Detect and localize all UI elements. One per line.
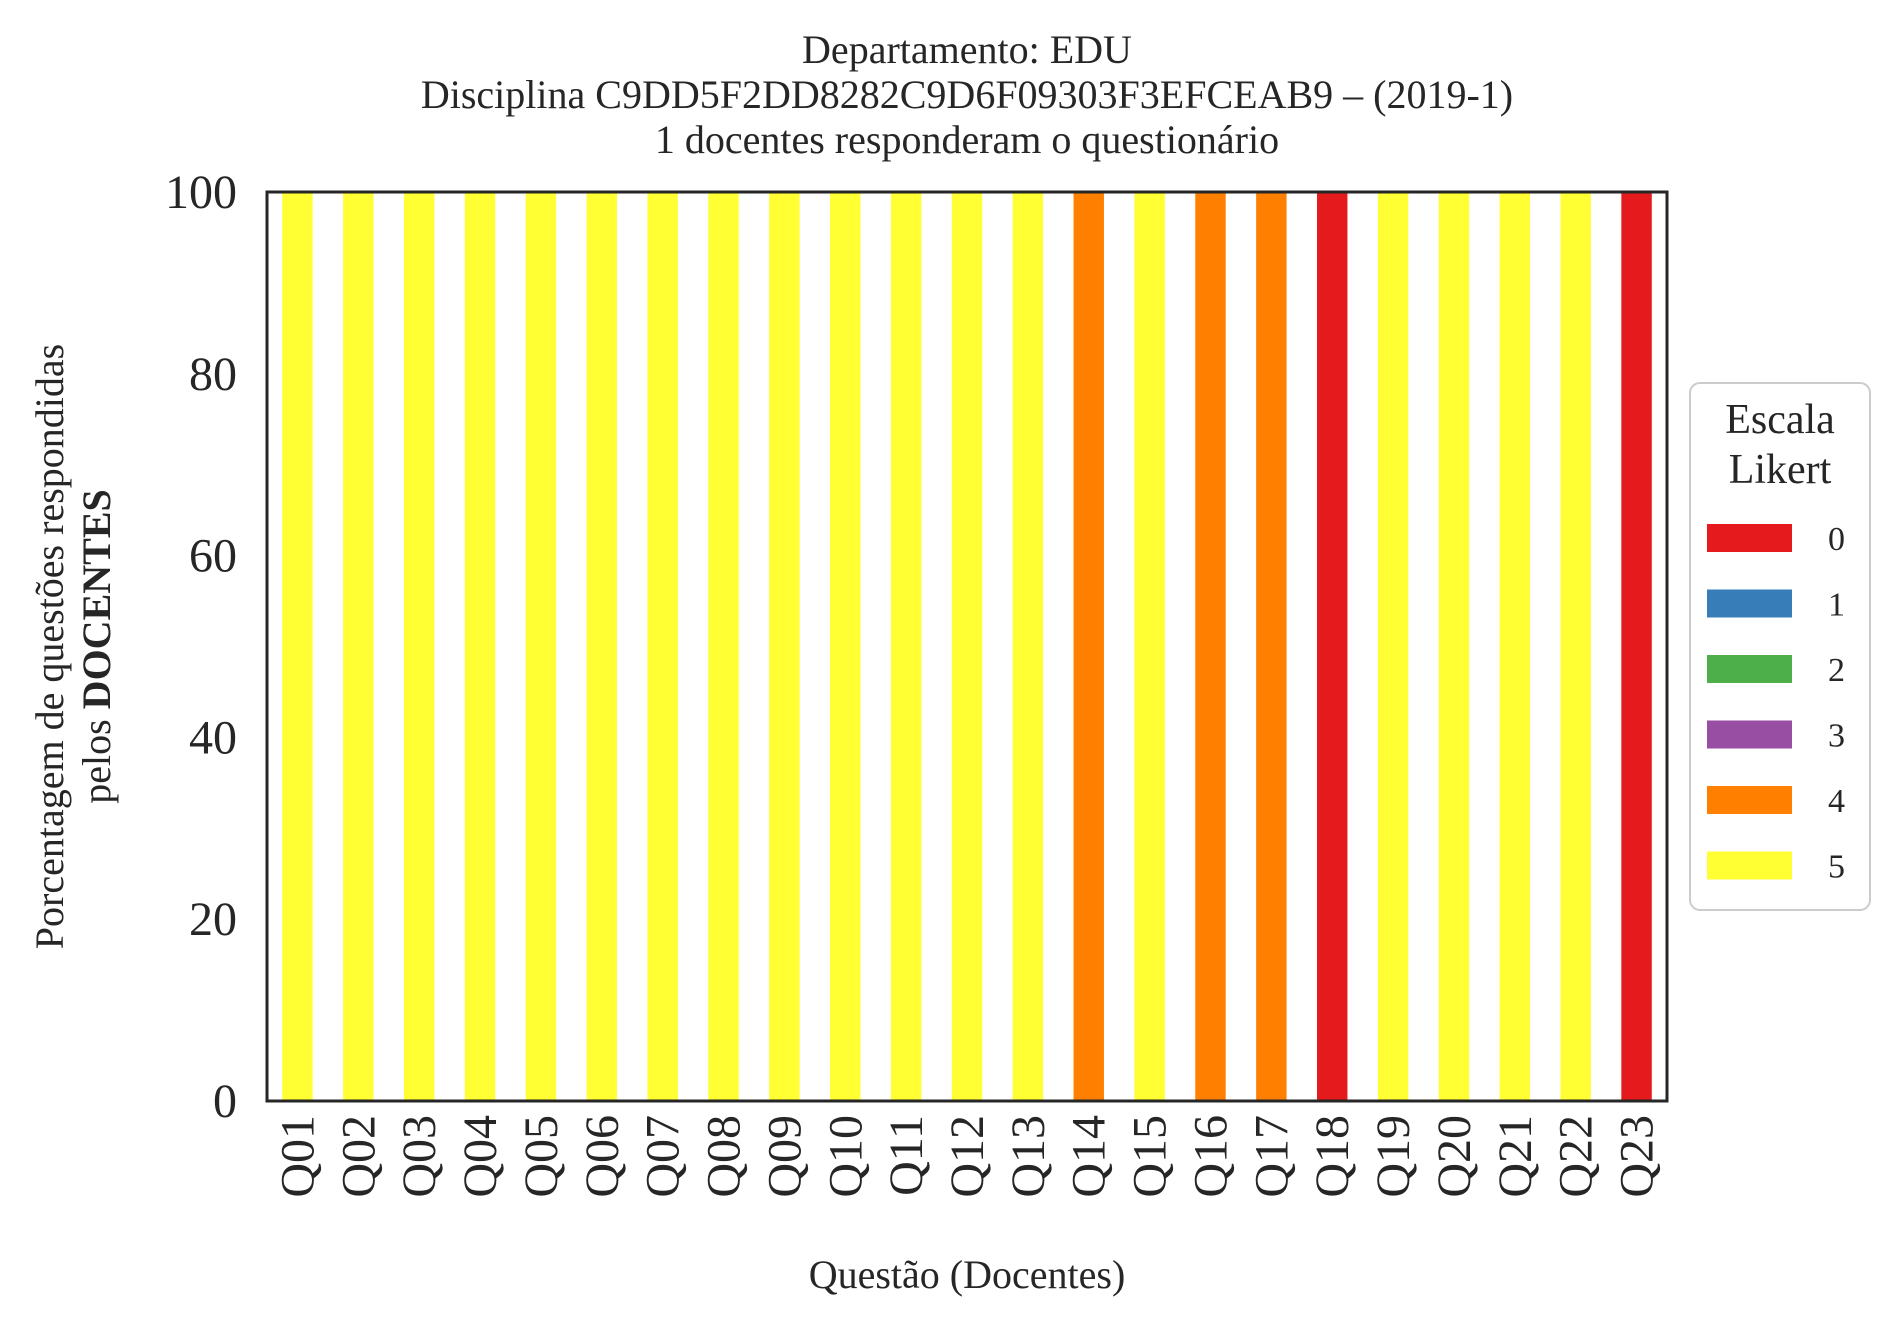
legend-swatch-1 xyxy=(1707,589,1792,618)
legend-label-1: 1 xyxy=(1828,587,1845,624)
y-tick-label: 80 xyxy=(189,348,237,401)
y-axis-label-prefix: pelos xyxy=(74,709,119,803)
bar-q13-scale-5 xyxy=(1012,192,1044,1101)
bar-q20-scale-5 xyxy=(1438,192,1470,1101)
y-tick-label: 60 xyxy=(189,530,237,583)
x-tick-label: Q05 xyxy=(515,1115,568,1198)
legend-swatch-2 xyxy=(1707,655,1792,683)
x-tick-label: Q23 xyxy=(1611,1115,1664,1198)
legend-title-line: Likert xyxy=(1729,447,1832,493)
legend-frame xyxy=(1689,382,1871,911)
x-tick-label: Q18 xyxy=(1306,1115,1359,1198)
legend-swatch-0 xyxy=(1707,524,1792,552)
x-tick-label: Q13 xyxy=(1002,1115,1055,1198)
bar-q23-scale-0 xyxy=(1621,192,1652,1101)
bar-q04-scale-5 xyxy=(464,192,496,1101)
x-tick-label: Q02 xyxy=(332,1115,385,1198)
bar-q03-scale-5 xyxy=(403,192,435,1101)
chart-title-line: Disciplina C9DD5F2DD8282C9D6F09303F3EFCE… xyxy=(421,72,1513,117)
x-axis-label: Questão (Docentes) xyxy=(809,1252,1126,1297)
bar-q22-scale-5 xyxy=(1560,192,1591,1101)
x-tick-label: Q16 xyxy=(1184,1115,1237,1198)
x-tick-label: Q10 xyxy=(819,1115,872,1198)
plot-frame xyxy=(265,190,1669,1103)
x-tick-label: Q15 xyxy=(1124,1115,1177,1198)
x-tick-label: Q01 xyxy=(271,1115,324,1198)
legend-swatch-5 xyxy=(1707,851,1792,880)
y-axis-ticks: 0 20 40 60 80 100 xyxy=(165,166,237,1128)
bar-q19-scale-5 xyxy=(1377,192,1409,1101)
legend-label-3: 3 xyxy=(1828,718,1845,755)
legend-title-line: Escala xyxy=(1725,397,1835,443)
y-axis-label-bold: DOCENTES xyxy=(74,489,119,709)
bar-q05-scale-5 xyxy=(525,192,557,1101)
x-axis-ticks: Q01 Q02 Q03 Q04 Q05 Q06 Q07 Q08 Q09 Q10 Q11 Q12 Q13 Q… xyxy=(271,1115,1663,1198)
x-tick-label: Q20 xyxy=(1428,1115,1481,1198)
bar-q06-scale-5 xyxy=(586,192,617,1101)
bar-q10-scale-5 xyxy=(830,192,861,1101)
legend-label-2: 2 xyxy=(1828,652,1845,689)
x-tick-label: Q04 xyxy=(454,1115,507,1198)
bar-q21-scale-5 xyxy=(1499,192,1531,1101)
x-tick-label: Q03 xyxy=(393,1115,446,1198)
x-tick-label: Q14 xyxy=(1063,1115,1116,1198)
bar-q12-scale-5 xyxy=(951,192,983,1101)
x-tick-label: Q08 xyxy=(698,1115,751,1198)
bar-q18-scale-0 xyxy=(1317,192,1348,1101)
x-tick-label: Q17 xyxy=(1245,1115,1298,1198)
y-tick-label: 40 xyxy=(189,711,237,764)
bar-q15-scale-5 xyxy=(1134,192,1165,1101)
bar-q17-scale-4 xyxy=(1256,192,1287,1101)
x-tick-label: Q12 xyxy=(941,1115,994,1198)
x-tick-label: Q21 xyxy=(1489,1115,1542,1198)
bar-q16-scale-4 xyxy=(1195,192,1226,1101)
chart-title-line: 1 docentes responderam o questionário xyxy=(655,117,1279,162)
y-tick-label: 100 xyxy=(165,166,237,219)
bar-q01-scale-5 xyxy=(282,192,313,1101)
legend-label-4: 4 xyxy=(1828,783,1845,820)
y-axis-label: Porcentagem de questões respondidas pelo… xyxy=(27,344,119,949)
bar-q02-scale-5 xyxy=(343,192,374,1101)
legend-swatch-3 xyxy=(1707,720,1792,749)
bar-q08-scale-5 xyxy=(708,192,739,1101)
y-tick-label: 0 xyxy=(213,1075,237,1128)
y-axis-label-line2: pelos DOCENTES xyxy=(74,489,119,804)
x-tick-label: Q22 xyxy=(1550,1115,1603,1198)
legend-label-0: 0 xyxy=(1828,521,1845,558)
x-tick-label: Q09 xyxy=(758,1115,811,1198)
y-axis-label-line1: Porcentagem de questões respondidas xyxy=(27,344,72,949)
bar-q11-scale-5 xyxy=(890,192,922,1101)
bar-q14-scale-4 xyxy=(1073,192,1104,1101)
bar-q07-scale-5 xyxy=(647,192,678,1101)
legend-swatch-4 xyxy=(1707,786,1792,814)
y-tick-label: 20 xyxy=(189,893,237,946)
legend-label-5: 5 xyxy=(1828,849,1845,886)
x-tick-label: Q07 xyxy=(637,1115,690,1198)
x-tick-label: Q06 xyxy=(576,1115,629,1198)
bar-q09-scale-5 xyxy=(769,192,800,1101)
chart-title-line: Departamento: EDU xyxy=(802,27,1132,72)
bars xyxy=(282,192,1652,1101)
x-tick-label: Q11 xyxy=(880,1115,933,1196)
x-tick-label: Q19 xyxy=(1367,1115,1420,1198)
